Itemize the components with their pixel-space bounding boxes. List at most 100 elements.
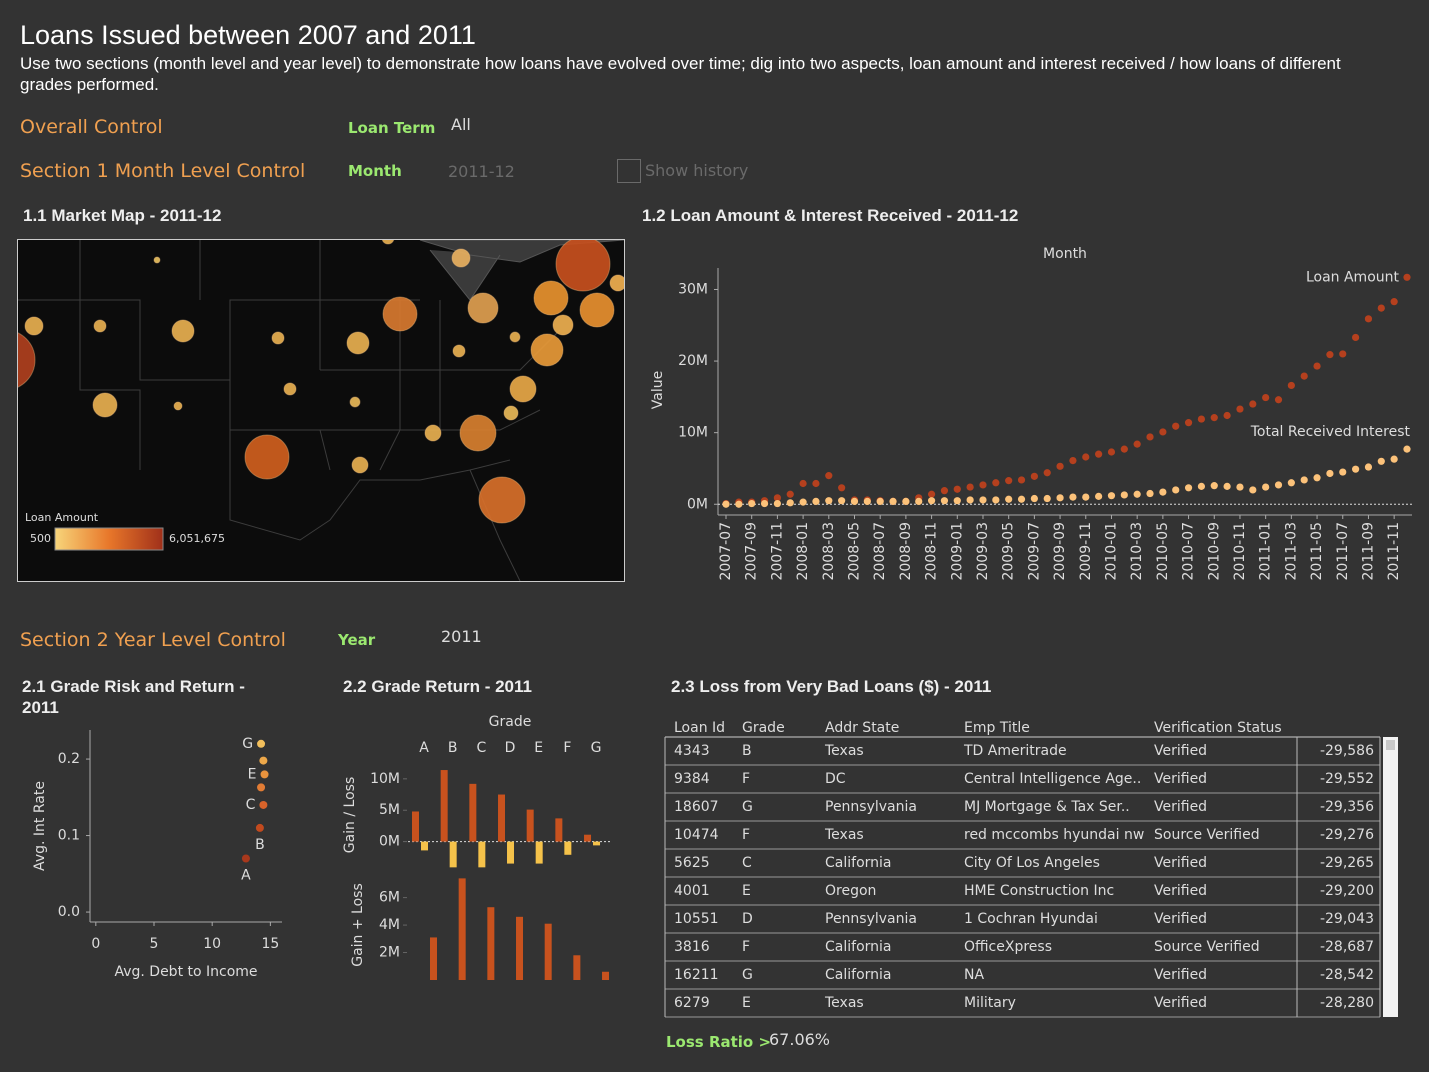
table-cell: California — [825, 855, 891, 871]
data-point — [1236, 483, 1244, 491]
x-axis-title: Month — [1043, 246, 1087, 262]
y-tick-label: 20M — [678, 353, 708, 369]
x-tick-label: 2011-05 — [1309, 522, 1325, 581]
data-point — [1069, 456, 1077, 465]
checkbox-label[interactable]: Show history — [645, 161, 749, 180]
data-point — [1017, 495, 1026, 503]
x-tick-label: 2007-07 — [718, 522, 734, 581]
data-point — [812, 479, 820, 488]
series-label: Loan Amount — [1306, 269, 1400, 285]
bar — [573, 955, 581, 980]
x-tick-label: 2009-03 — [975, 522, 991, 581]
data-point — [1043, 469, 1051, 477]
y-axis-title: Value — [650, 371, 666, 409]
bar — [535, 841, 543, 864]
x-tick-label: 2010-03 — [1129, 522, 1145, 581]
data-point — [1120, 445, 1128, 453]
point-label: E — [248, 766, 257, 782]
scrollbar[interactable] — [1383, 737, 1398, 1017]
loss-ratio-value: 67.06% — [769, 1030, 831, 1049]
data-point — [1364, 315, 1373, 323]
data-point — [1095, 450, 1103, 458]
table-cell: E — [742, 995, 751, 1011]
data-point — [1390, 298, 1398, 306]
map-background — [18, 240, 624, 581]
map-borders — [18, 240, 561, 581]
data-point — [863, 497, 871, 505]
table-cell: Pennsylvania — [825, 911, 917, 927]
table-cell: 4001 — [674, 883, 710, 899]
table-cell: red mccombs hyundai nw — [964, 827, 1144, 843]
control-value[interactable]: 2011-12 — [448, 162, 515, 181]
table-cell: 5625 — [674, 855, 710, 871]
point-label: B — [255, 837, 265, 853]
bar — [498, 794, 506, 842]
data-point — [1005, 477, 1013, 485]
table-cell: Verified — [1154, 855, 1207, 871]
chart-title: 2.1 Grade Risk and Return - 2011 — [22, 677, 245, 717]
data-point — [1107, 448, 1116, 456]
table-cell: 6279 — [674, 995, 710, 1011]
legend-title: Loan Amount — [25, 511, 99, 524]
y-tick-label: 4M — [379, 917, 400, 933]
x-tick-label: 2008-07 — [872, 522, 888, 581]
x-tick-label: F — [563, 740, 571, 756]
control-value[interactable]: 2011 — [441, 627, 482, 646]
bar — [440, 770, 448, 842]
y-tick-label: 10M — [678, 425, 708, 441]
point-label: G — [242, 736, 253, 752]
data-point — [979, 481, 987, 489]
x-tick-label: 2007-11 — [769, 522, 785, 581]
loss-ratio-label: Loss Ratio > — [666, 1033, 772, 1051]
data-point — [1390, 455, 1398, 463]
loss-cell: -29,586 — [1320, 743, 1374, 759]
data-point — [1159, 488, 1167, 496]
data-point — [889, 497, 897, 505]
control-label: Year — [338, 631, 376, 649]
market-map — [18, 240, 624, 581]
bar — [526, 809, 534, 842]
data-point — [992, 496, 1000, 504]
table-cell: Oregon — [825, 883, 876, 899]
data-point — [1223, 482, 1231, 490]
y-axis-title: Gain + Loss — [350, 883, 366, 967]
data-point — [1352, 333, 1360, 342]
page-subtitle: Use two sections (month level and year l… — [20, 54, 1341, 94]
table-title: 2.3 Loss from Very Bad Loans ($) - 2011 — [671, 677, 992, 696]
loss-cell: -28,542 — [1320, 967, 1374, 983]
control-title: Section 1 Month Level Control — [20, 160, 306, 182]
table-cell: Source Verified — [1154, 939, 1260, 955]
data-point — [1339, 350, 1347, 358]
loss-cell: -29,356 — [1320, 799, 1374, 815]
x-tick-label: B — [448, 740, 458, 756]
table-cell: TD Ameritrade — [963, 743, 1067, 759]
data-point — [1326, 351, 1334, 359]
x-tick-label: C — [476, 740, 486, 756]
table-cell: D — [742, 911, 753, 927]
data-point — [1210, 414, 1218, 422]
table-cell: F — [742, 827, 750, 843]
data-point — [1107, 492, 1116, 500]
bar — [412, 811, 419, 842]
data-point — [1403, 445, 1411, 453]
bar — [430, 937, 437, 980]
map-bubbles — [18, 240, 624, 524]
bar — [544, 923, 552, 980]
data-point — [1133, 490, 1141, 498]
data-point — [1352, 465, 1360, 473]
data-point — [1377, 457, 1385, 465]
column-header: Grade — [742, 720, 785, 736]
data-point — [1069, 493, 1077, 501]
data-point — [1249, 486, 1257, 494]
x-axis-title: Avg. Debt to Income — [114, 964, 257, 980]
loss-cell: -29,200 — [1320, 883, 1374, 899]
data-point — [1184, 419, 1193, 427]
data-point — [927, 490, 936, 498]
checkbox[interactable] — [617, 159, 641, 183]
table-cell: Source Verified — [1154, 827, 1260, 843]
data-point — [966, 496, 974, 504]
table-cell: Verified — [1154, 967, 1207, 983]
control-value[interactable]: All — [451, 115, 471, 134]
